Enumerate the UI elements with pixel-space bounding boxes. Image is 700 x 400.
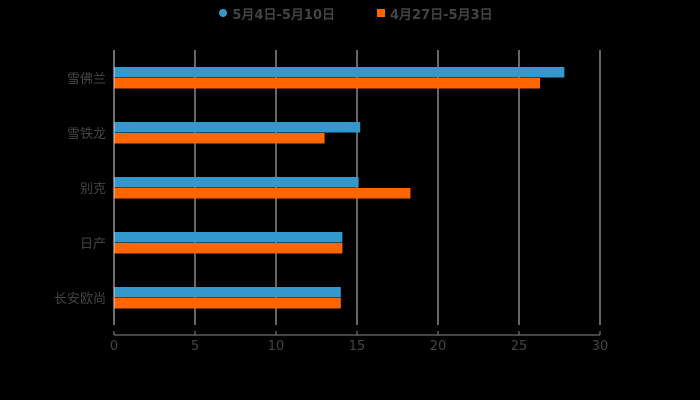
x-tick-label: 5 — [191, 339, 199, 354]
x-tick-label: 15 — [349, 339, 366, 354]
category-group: 日产 — [80, 232, 343, 254]
bar-series1[interactable] — [114, 287, 341, 298]
legend-label-series1: 5月4日-5月10日 — [232, 7, 335, 23]
legend-marker-series2 — [377, 9, 385, 17]
category-group: 别克 — [80, 177, 411, 199]
category-label: 雪铁龙 — [67, 127, 106, 142]
category-group: 雪佛兰 — [67, 67, 565, 89]
category-label: 日产 — [80, 237, 106, 252]
legend-item-series2[interactable]: 4月27日-5月3日 — [377, 4, 493, 23]
x-tick-label: 25 — [511, 339, 528, 354]
bar-series2[interactable] — [114, 188, 411, 199]
legend-marker-series1 — [219, 9, 228, 17]
bar-series2[interactable] — [114, 78, 541, 89]
bar-series1[interactable] — [114, 232, 343, 243]
bar-series2[interactable] — [114, 298, 341, 309]
bar-series1[interactable] — [114, 67, 565, 78]
legend-item-series1[interactable]: 5月4日-5月10日 — [219, 4, 335, 23]
x-tick-label: 30 — [592, 339, 609, 354]
category-group: 长安欧尚 — [54, 287, 341, 309]
category-label: 别克 — [80, 182, 106, 197]
bar-series1[interactable] — [114, 177, 359, 188]
chart-legend: 5月4日-5月10日 4月27日-5月3日 — [0, 4, 700, 23]
x-tick-label: 0 — [110, 339, 118, 354]
x-tick-label: 20 — [430, 339, 447, 354]
bar-series1[interactable] — [114, 122, 361, 133]
bar-series2[interactable] — [114, 133, 325, 144]
category-group: 雪铁龙 — [67, 122, 361, 144]
category-label: 长安欧尚 — [54, 292, 106, 307]
legend-label-series2: 4月27日-5月3日 — [390, 7, 493, 23]
category-label: 雪佛兰 — [67, 72, 106, 87]
x-tick-label: 10 — [268, 339, 285, 354]
bar-series2[interactable] — [114, 243, 343, 254]
